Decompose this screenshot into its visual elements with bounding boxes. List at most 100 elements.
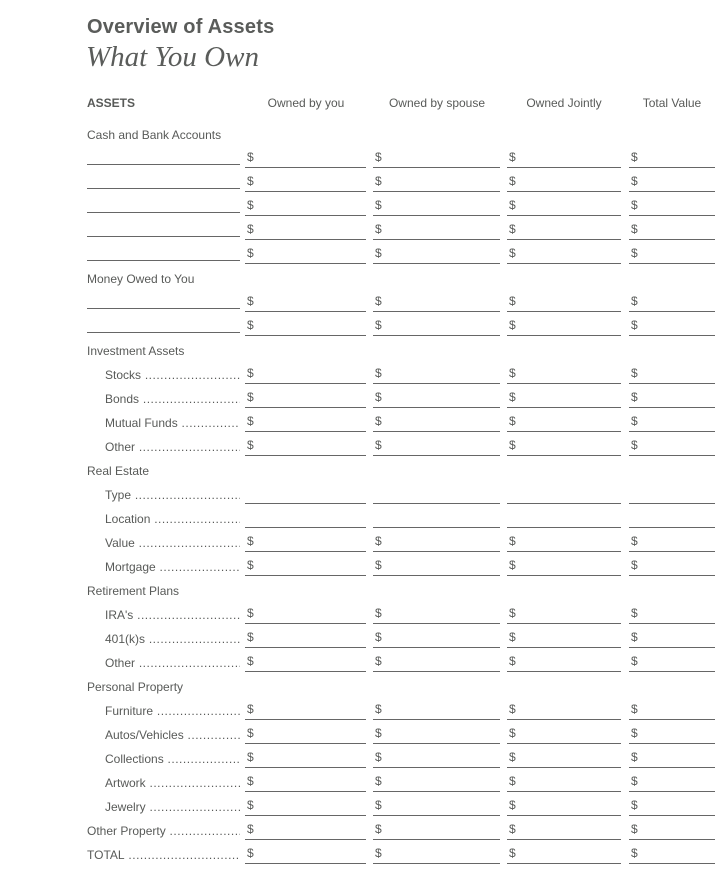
total-value-field[interactable]: $ <box>629 534 715 552</box>
owned-by-spouse-field[interactable]: $ <box>373 390 500 408</box>
total-value-field[interactable] <box>629 488 715 504</box>
owned-by-spouse-field[interactable]: $ <box>373 222 500 240</box>
owned-jointly-field[interactable]: $ <box>507 630 621 648</box>
owned-jointly-field[interactable]: $ <box>507 726 621 744</box>
owned-by-you-field[interactable]: $ <box>245 294 366 312</box>
owned-by-spouse-field[interactable]: $ <box>373 702 500 720</box>
owned-jointly-field[interactable]: $ <box>507 150 621 168</box>
owned-jointly-field[interactable]: $ <box>507 534 621 552</box>
total-value-field[interactable]: $ <box>629 366 715 384</box>
owned-jointly-field[interactable]: $ <box>507 558 621 576</box>
description-field[interactable] <box>87 212 240 213</box>
total-value-field[interactable] <box>629 512 715 528</box>
owned-by-you-field[interactable]: $ <box>245 774 366 792</box>
owned-by-spouse-field[interactable]: $ <box>373 366 500 384</box>
description-field[interactable] <box>87 332 240 333</box>
owned-by-spouse-field[interactable]: $ <box>373 846 500 864</box>
owned-jointly-field[interactable]: $ <box>507 198 621 216</box>
owned-jointly-field[interactable]: $ <box>507 294 621 312</box>
owned-by-you-field[interactable]: $ <box>245 414 366 432</box>
owned-by-spouse-field[interactable]: $ <box>373 174 500 192</box>
description-field[interactable] <box>87 236 240 237</box>
total-value-field[interactable]: $ <box>629 774 715 792</box>
owned-by-spouse-field[interactable] <box>373 488 500 504</box>
owned-by-spouse-field[interactable]: $ <box>373 558 500 576</box>
owned-by-spouse-field[interactable]: $ <box>373 606 500 624</box>
owned-by-spouse-field[interactable]: $ <box>373 534 500 552</box>
total-value-field[interactable]: $ <box>629 606 715 624</box>
total-value-field[interactable]: $ <box>629 150 715 168</box>
total-value-field[interactable]: $ <box>629 246 715 264</box>
total-value-field[interactable]: $ <box>629 390 715 408</box>
owned-by-you-field[interactable]: $ <box>245 822 366 840</box>
description-field[interactable] <box>87 188 240 189</box>
owned-by-you-field[interactable]: $ <box>245 606 366 624</box>
owned-jointly-field[interactable]: $ <box>507 654 621 672</box>
owned-by-you-field[interactable]: $ <box>245 702 366 720</box>
total-value-field[interactable]: $ <box>629 414 715 432</box>
total-value-field[interactable]: $ <box>629 750 715 768</box>
owned-jointly-field[interactable]: $ <box>507 750 621 768</box>
owned-jointly-field[interactable]: $ <box>507 414 621 432</box>
owned-by-you-field[interactable]: $ <box>245 390 366 408</box>
owned-by-spouse-field[interactable]: $ <box>373 822 500 840</box>
owned-jointly-field[interactable] <box>507 488 621 504</box>
owned-by-you-field[interactable]: $ <box>245 798 366 816</box>
owned-by-spouse-field[interactable]: $ <box>373 630 500 648</box>
owned-by-spouse-field[interactable]: $ <box>373 246 500 264</box>
owned-by-spouse-field[interactable]: $ <box>373 750 500 768</box>
owned-jointly-field[interactable] <box>507 512 621 528</box>
owned-by-you-field[interactable]: $ <box>245 558 366 576</box>
owned-by-spouse-field[interactable]: $ <box>373 726 500 744</box>
owned-jointly-field[interactable]: $ <box>507 822 621 840</box>
total-value-field[interactable]: $ <box>629 222 715 240</box>
owned-by-you-field[interactable] <box>245 512 366 528</box>
owned-by-you-field[interactable]: $ <box>245 318 366 336</box>
owned-by-spouse-field[interactable]: $ <box>373 438 500 456</box>
total-value-field[interactable]: $ <box>629 702 715 720</box>
owned-jointly-field[interactable]: $ <box>507 174 621 192</box>
total-value-field[interactable]: $ <box>629 726 715 744</box>
owned-jointly-field[interactable]: $ <box>507 366 621 384</box>
total-value-field[interactable]: $ <box>629 630 715 648</box>
owned-by-you-field[interactable]: $ <box>245 198 366 216</box>
owned-by-you-field[interactable]: $ <box>245 846 366 864</box>
owned-by-you-field[interactable]: $ <box>245 534 366 552</box>
owned-by-you-field[interactable]: $ <box>245 654 366 672</box>
total-value-field[interactable]: $ <box>629 318 715 336</box>
owned-by-spouse-field[interactable] <box>373 512 500 528</box>
owned-by-you-field[interactable]: $ <box>245 366 366 384</box>
owned-jointly-field[interactable]: $ <box>507 318 621 336</box>
owned-jointly-field[interactable]: $ <box>507 774 621 792</box>
owned-jointly-field[interactable]: $ <box>507 222 621 240</box>
owned-jointly-field[interactable]: $ <box>507 390 621 408</box>
total-value-field[interactable]: $ <box>629 822 715 840</box>
description-field[interactable] <box>87 164 240 165</box>
owned-by-you-field[interactable]: $ <box>245 150 366 168</box>
owned-jointly-field[interactable]: $ <box>507 846 621 864</box>
owned-by-you-field[interactable]: $ <box>245 630 366 648</box>
owned-by-spouse-field[interactable]: $ <box>373 150 500 168</box>
owned-by-you-field[interactable]: $ <box>245 726 366 744</box>
total-value-field[interactable]: $ <box>629 654 715 672</box>
total-value-field[interactable]: $ <box>629 174 715 192</box>
total-value-field[interactable]: $ <box>629 438 715 456</box>
owned-by-spouse-field[interactable]: $ <box>373 414 500 432</box>
owned-by-spouse-field[interactable]: $ <box>373 798 500 816</box>
owned-by-you-field[interactable]: $ <box>245 750 366 768</box>
owned-jointly-field[interactable]: $ <box>507 606 621 624</box>
total-value-field[interactable]: $ <box>629 294 715 312</box>
owned-by-spouse-field[interactable]: $ <box>373 654 500 672</box>
owned-jointly-field[interactable]: $ <box>507 438 621 456</box>
description-field[interactable] <box>87 308 240 309</box>
owned-by-you-field[interactable]: $ <box>245 174 366 192</box>
owned-jointly-field[interactable]: $ <box>507 702 621 720</box>
owned-by-you-field[interactable]: $ <box>245 438 366 456</box>
total-value-field[interactable]: $ <box>629 198 715 216</box>
total-value-field[interactable]: $ <box>629 798 715 816</box>
owned-by-spouse-field[interactable]: $ <box>373 294 500 312</box>
total-value-field[interactable]: $ <box>629 558 715 576</box>
owned-by-spouse-field[interactable]: $ <box>373 318 500 336</box>
owned-jointly-field[interactable]: $ <box>507 246 621 264</box>
owned-by-spouse-field[interactable]: $ <box>373 774 500 792</box>
